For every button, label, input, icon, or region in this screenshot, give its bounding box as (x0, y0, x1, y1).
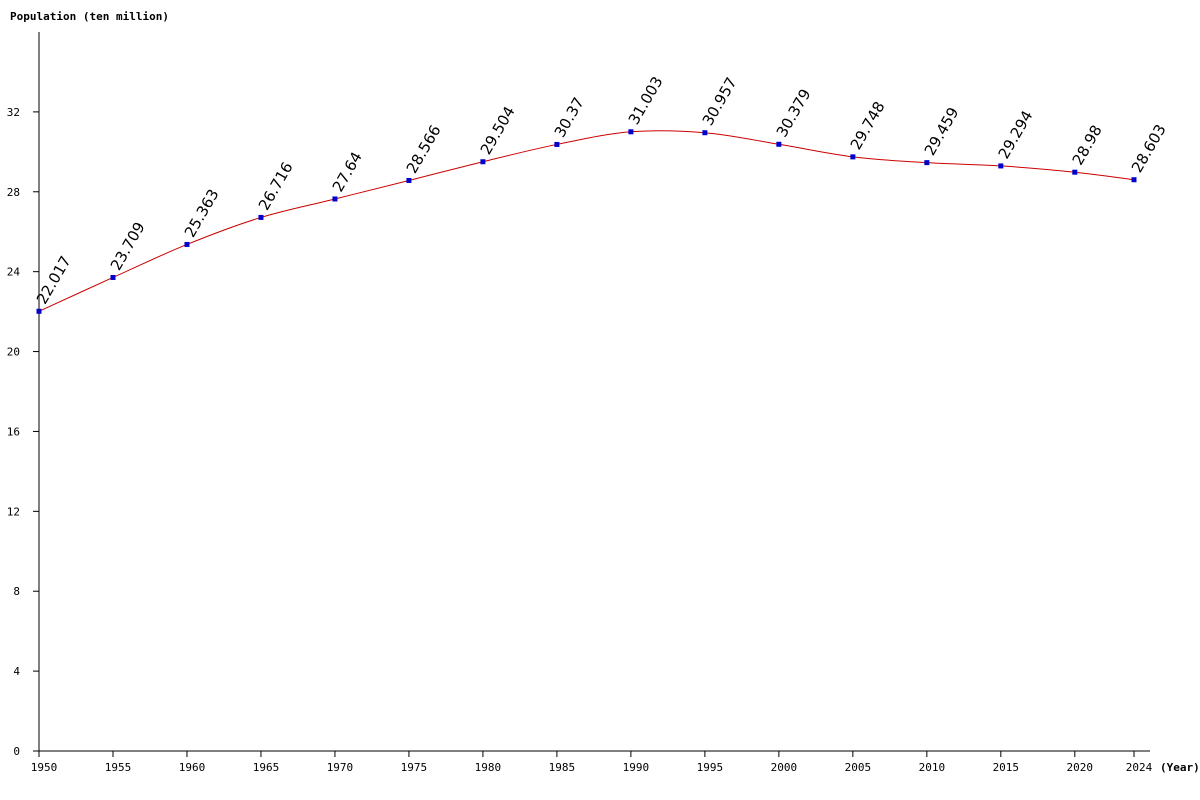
y-axis-title: Population (ten million) (10, 10, 169, 23)
y-tick-label: 4 (13, 665, 20, 678)
y-tick-label: 16 (7, 425, 20, 438)
x-tick-label: 2024 (1126, 761, 1153, 774)
data-point (924, 160, 930, 166)
x-tick-label: 2020 (1067, 761, 1094, 774)
data-label: 31.003 (625, 73, 667, 127)
data-point (406, 177, 412, 183)
y-tick-label: 8 (13, 585, 20, 598)
data-label: 27.64 (329, 149, 366, 195)
x-tick-label: 1990 (623, 761, 650, 774)
y-ticks: 0 4 8 12 16 20 24 28 32 (7, 106, 39, 758)
y-tick-label: 32 (7, 106, 20, 119)
data-point (554, 141, 560, 147)
x-tick-label: 2005 (845, 761, 872, 774)
y-tick-label: 20 (7, 346, 20, 359)
x-tick-label: 2010 (919, 761, 946, 774)
data-point (332, 196, 338, 202)
x-tick-label: 2015 (993, 761, 1020, 774)
data-point (776, 141, 782, 147)
x-tick-label: 1980 (475, 761, 502, 774)
data-point (850, 154, 856, 160)
x-ticks: 1950 1955 1960 1965 1970 1975 1980 1985 1990 1995… (31, 751, 1153, 774)
x-tick-label: 1965 (253, 761, 280, 774)
series-line (38, 130, 1135, 312)
x-axis-title: (Year) (1160, 761, 1200, 774)
x-tick-label: 1970 (327, 761, 354, 774)
data-point (998, 163, 1004, 169)
x-tick-label: 1995 (697, 761, 724, 774)
data-point (110, 274, 116, 280)
data-label: 23.709 (107, 219, 149, 273)
data-label: 29.504 (477, 103, 519, 157)
data-point (1131, 177, 1137, 183)
x-tick-label: 1960 (179, 761, 206, 774)
x-tick-label: 1975 (401, 761, 428, 774)
data-point (480, 159, 486, 165)
y-tick-label: 24 (7, 266, 21, 279)
data-label: 28.566 (403, 122, 445, 176)
data-label: 29.294 (995, 107, 1037, 161)
x-tick-label: 2000 (771, 761, 798, 774)
data-label: 29.748 (847, 98, 889, 152)
y-tick-label: 0 (13, 745, 20, 758)
data-point (184, 241, 190, 247)
data-point (258, 214, 264, 220)
data-point (702, 130, 708, 136)
x-tick-label: 1950 (31, 761, 58, 774)
data-label: 26.716 (255, 159, 297, 213)
data-point (628, 129, 634, 135)
data-point (36, 308, 42, 314)
data-label: 28.98 (1069, 122, 1106, 168)
y-tick-label: 12 (7, 505, 20, 518)
data-points (36, 129, 1137, 314)
data-label: 28.603 (1128, 121, 1170, 175)
data-label: 25.363 (181, 186, 223, 240)
axes (38, 32, 1150, 752)
data-label: 30.37 (551, 94, 588, 140)
data-label: 30.379 (773, 86, 815, 140)
data-point (1072, 169, 1078, 175)
x-tick-label: 1985 (549, 761, 576, 774)
data-label: 29.459 (921, 104, 963, 158)
data-label: 30.957 (699, 74, 741, 128)
y-tick-label: 28 (7, 186, 20, 199)
x-tick-label: 1955 (105, 761, 132, 774)
